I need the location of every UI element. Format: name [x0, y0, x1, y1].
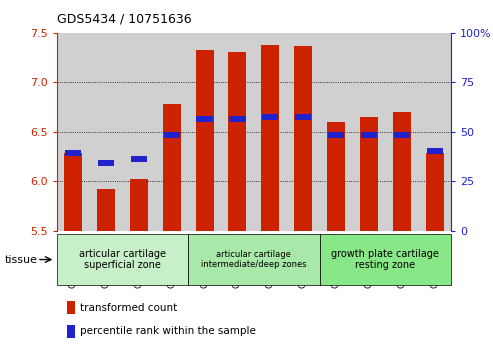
Bar [155, 33, 188, 231]
Bar [295, 114, 312, 120]
Text: growth plate cartilage
resting zone: growth plate cartilage resting zone [331, 249, 439, 270]
Bar [164, 132, 180, 138]
Text: percentile rank within the sample: percentile rank within the sample [80, 326, 256, 336]
Bar [130, 179, 148, 231]
Bar [90, 33, 122, 231]
Text: articular cartilage
superficial zone: articular cartilage superficial zone [79, 249, 166, 270]
Bar [418, 33, 451, 231]
Text: tissue: tissue [5, 254, 38, 265]
Bar [97, 189, 115, 231]
Bar [287, 33, 319, 231]
Bar [393, 112, 411, 231]
Bar [425, 153, 444, 231]
Bar [221, 33, 254, 231]
Bar [294, 45, 312, 231]
Bar [196, 116, 213, 122]
Bar [319, 33, 352, 231]
Bar [131, 156, 147, 162]
Bar [196, 50, 213, 231]
Bar [352, 33, 386, 231]
Bar [261, 45, 280, 231]
Bar [328, 132, 344, 138]
Text: GDS5434 / 10751636: GDS5434 / 10751636 [57, 12, 191, 25]
Bar [65, 150, 81, 156]
Bar [228, 53, 246, 231]
Bar [254, 33, 287, 231]
Bar [394, 132, 410, 138]
Bar [64, 153, 82, 231]
Bar [327, 122, 345, 231]
Bar [122, 33, 155, 231]
Bar [361, 132, 377, 138]
Bar [426, 148, 443, 154]
Bar [229, 116, 246, 122]
Bar [98, 160, 114, 166]
Text: transformed count: transformed count [80, 303, 177, 313]
Bar [360, 117, 378, 231]
Bar [386, 33, 418, 231]
Text: articular cartilage
intermediate/deep zones: articular cartilage intermediate/deep zo… [201, 250, 307, 269]
Bar [262, 114, 279, 120]
Bar [57, 33, 90, 231]
Bar [163, 104, 181, 231]
Bar [188, 33, 221, 231]
